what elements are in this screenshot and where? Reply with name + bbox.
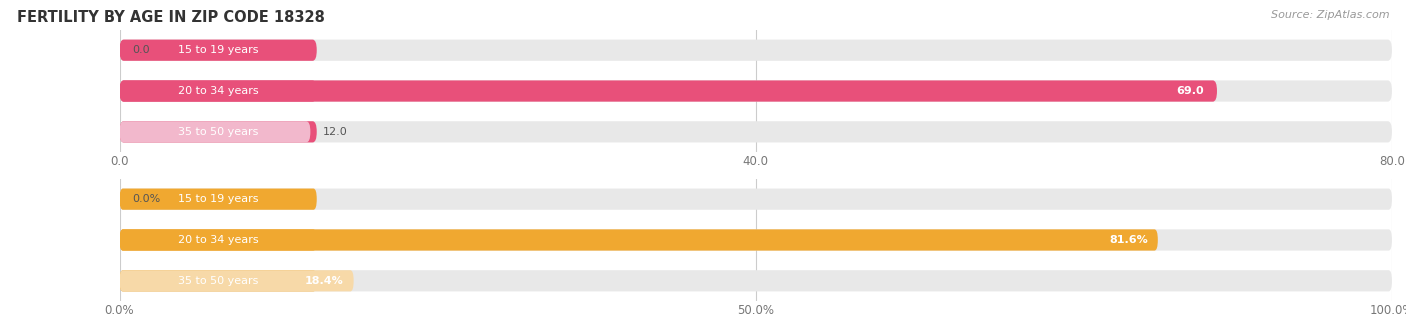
Text: 0.0: 0.0 [132, 45, 150, 55]
FancyBboxPatch shape [120, 270, 1392, 291]
FancyBboxPatch shape [120, 229, 1157, 251]
FancyBboxPatch shape [120, 80, 1218, 102]
Text: 35 to 50 years: 35 to 50 years [179, 127, 259, 137]
FancyBboxPatch shape [120, 80, 316, 102]
FancyBboxPatch shape [120, 40, 316, 61]
FancyBboxPatch shape [120, 189, 316, 210]
FancyBboxPatch shape [120, 121, 316, 142]
Text: 35 to 50 years: 35 to 50 years [179, 276, 259, 286]
FancyBboxPatch shape [120, 121, 1392, 142]
FancyBboxPatch shape [120, 270, 316, 291]
FancyBboxPatch shape [120, 121, 311, 142]
Text: 20 to 34 years: 20 to 34 years [177, 86, 259, 96]
Text: Source: ZipAtlas.com: Source: ZipAtlas.com [1271, 10, 1389, 20]
FancyBboxPatch shape [120, 270, 354, 291]
FancyBboxPatch shape [120, 80, 1392, 102]
FancyBboxPatch shape [120, 229, 1392, 251]
Text: 0.0%: 0.0% [132, 194, 160, 204]
Text: 15 to 19 years: 15 to 19 years [179, 194, 259, 204]
FancyBboxPatch shape [120, 229, 316, 251]
Text: 12.0: 12.0 [323, 127, 347, 137]
Text: 18.4%: 18.4% [305, 276, 343, 286]
Text: 15 to 19 years: 15 to 19 years [179, 45, 259, 55]
Text: 20 to 34 years: 20 to 34 years [177, 235, 259, 245]
FancyBboxPatch shape [120, 189, 1392, 210]
Text: FERTILITY BY AGE IN ZIP CODE 18328: FERTILITY BY AGE IN ZIP CODE 18328 [17, 10, 325, 25]
Text: 81.6%: 81.6% [1109, 235, 1147, 245]
Text: 69.0: 69.0 [1177, 86, 1205, 96]
FancyBboxPatch shape [120, 40, 1392, 61]
